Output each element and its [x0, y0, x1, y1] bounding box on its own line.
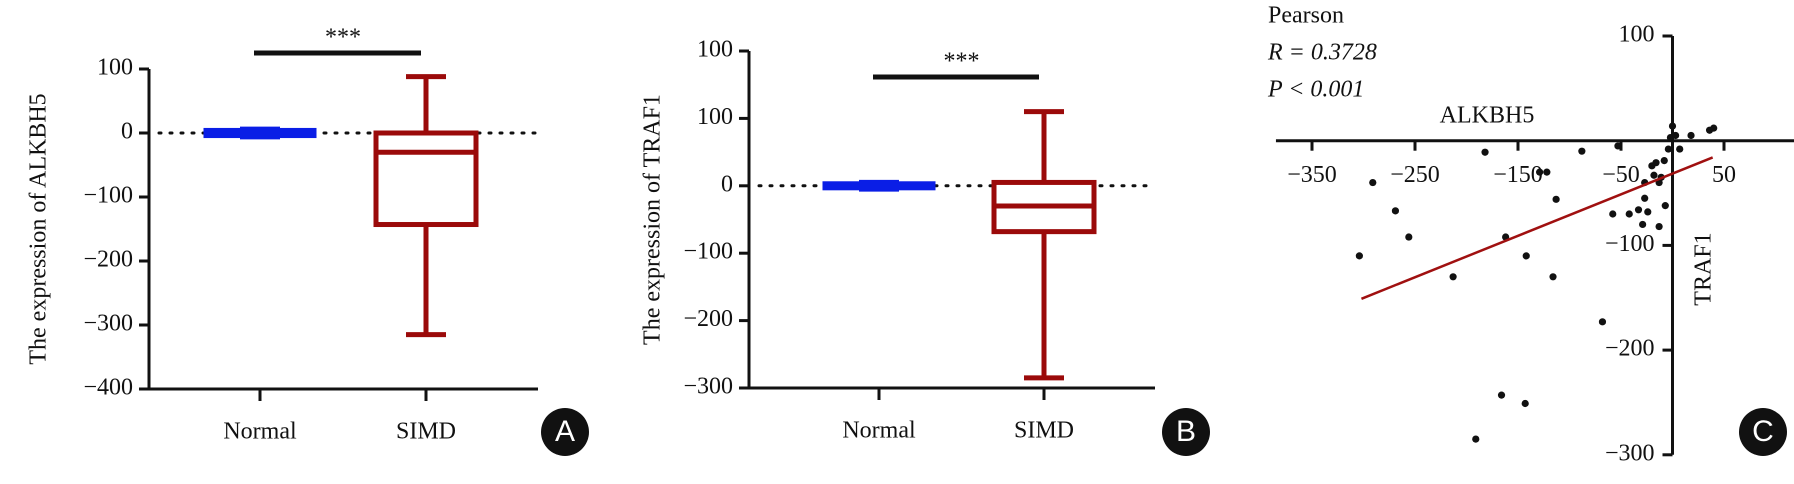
y-tick-label: −200	[83, 247, 133, 273]
y-tick-label: −100	[1605, 231, 1655, 257]
panel-letter: C	[1752, 415, 1774, 448]
point	[1676, 145, 1684, 153]
point	[1614, 142, 1622, 150]
y-tick-label: −200	[683, 306, 733, 332]
point	[1660, 156, 1668, 165]
point	[1650, 171, 1658, 179]
point	[1655, 222, 1663, 231]
y-tick-label: −300	[1605, 440, 1655, 466]
point	[1671, 131, 1680, 140]
y-tick-label: 100	[697, 104, 733, 130]
point	[1405, 233, 1413, 241]
point	[1355, 252, 1363, 260]
point	[1391, 207, 1400, 215]
point	[1639, 220, 1647, 229]
stat-annotation: R = 0.3728	[1267, 40, 1377, 66]
point	[1578, 147, 1586, 155]
point	[1687, 131, 1695, 140]
y-axis-label: TRAF1	[1691, 232, 1717, 305]
panel-badge	[1739, 408, 1787, 456]
point	[1369, 178, 1377, 187]
x-tick-label: SIMD	[1014, 418, 1074, 444]
y-axis-label: The expression of ALKBH5	[26, 93, 52, 364]
point	[1652, 159, 1660, 167]
y-tick-label: −300	[83, 311, 133, 337]
panel-badge	[1162, 408, 1210, 456]
x-tick-label: −150	[1493, 162, 1543, 188]
x-tick-label: Normal	[223, 419, 297, 445]
point	[1710, 124, 1718, 132]
y-axis-label: The expression of TRAF1	[640, 94, 666, 345]
point	[1549, 273, 1557, 281]
point	[1552, 195, 1560, 203]
stat-annotation: Pearson	[1268, 3, 1344, 29]
y-tick-label: −200	[1605, 336, 1655, 362]
point	[1644, 208, 1652, 216]
panel-badge	[541, 408, 589, 456]
point	[1522, 252, 1530, 260]
point	[1598, 318, 1607, 326]
y-tick-label: −400	[83, 375, 133, 401]
point	[1641, 194, 1649, 202]
point	[1449, 273, 1457, 281]
x-tick-label: −350	[1287, 162, 1337, 188]
y-tick-label: 100	[97, 55, 133, 81]
y-tick-label: 0	[721, 171, 733, 197]
y-tick-label: 0	[121, 119, 133, 145]
y-tick-label: 100	[697, 37, 733, 63]
box	[373, 130, 479, 228]
point	[1521, 399, 1529, 408]
y-tick-label: −100	[83, 183, 133, 209]
x-tick-label: Normal	[842, 418, 916, 444]
point	[1634, 206, 1643, 214]
y-tick-label: 100	[1619, 22, 1655, 48]
point	[1664, 145, 1672, 153]
panel-letter: A	[555, 415, 575, 448]
x-tick-label: 50	[1712, 162, 1736, 188]
point	[1625, 210, 1633, 218]
fit-line	[1360, 156, 1714, 300]
significance-label: ***	[944, 49, 980, 75]
point	[1472, 435, 1480, 443]
x-tick-label: −50	[1602, 162, 1640, 188]
point	[1543, 168, 1551, 176]
y-tick-label: −100	[683, 239, 733, 265]
x-tick-label: SIMD	[396, 419, 456, 445]
stat-annotation: P < 0.001	[1267, 77, 1364, 103]
point	[1497, 391, 1506, 399]
point	[1668, 122, 1677, 130]
point	[1609, 210, 1617, 218]
x-axis-label: ALKBH5	[1440, 103, 1535, 129]
y-tick-label: −300	[683, 374, 733, 400]
point	[1481, 148, 1489, 156]
point	[1661, 202, 1669, 210]
x-tick-label: −250	[1390, 162, 1440, 188]
point	[1536, 168, 1544, 176]
panel-letter: B	[1176, 415, 1196, 448]
significance-label: ***	[325, 25, 361, 51]
